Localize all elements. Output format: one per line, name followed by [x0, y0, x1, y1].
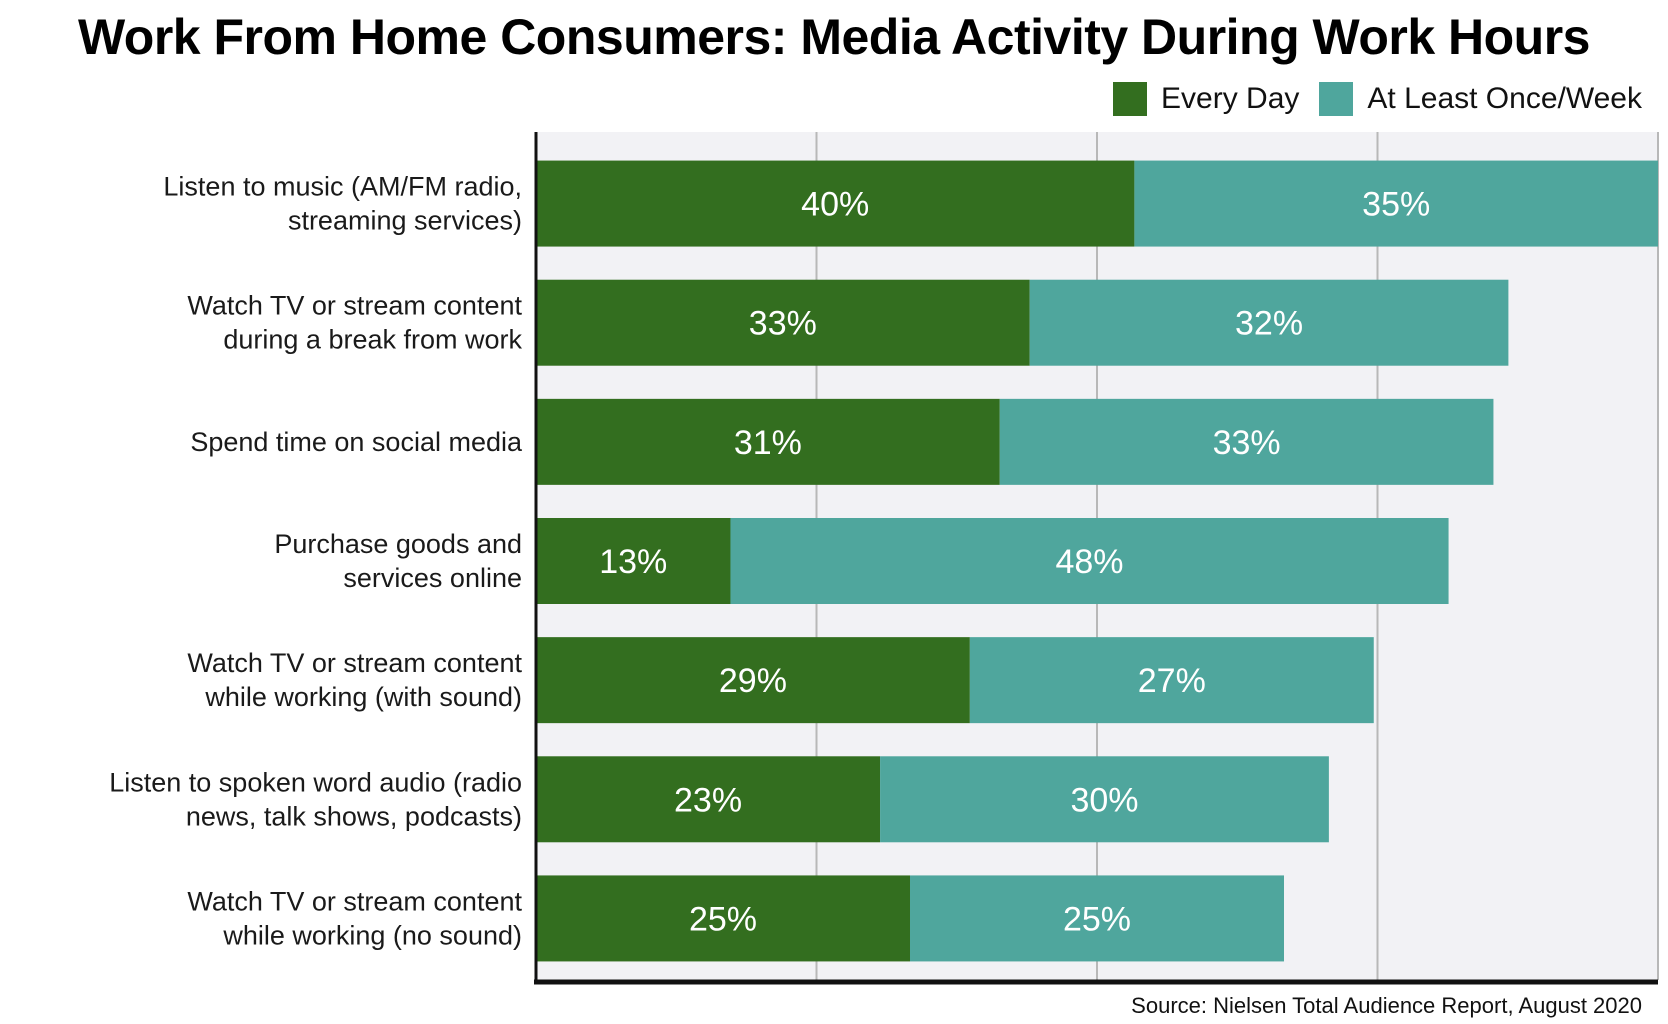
- bar-weekly: [1134, 160, 1658, 247]
- category-label: Spend time on social media: [190, 427, 523, 457]
- category-label: news, talk shows, podcasts): [186, 801, 522, 831]
- data-label: 25%: [689, 900, 757, 938]
- category-label: Listen to spoken word audio (radio: [109, 767, 522, 797]
- bar-weekly: [969, 637, 1374, 724]
- bar-every-day: [536, 398, 1000, 485]
- data-label: 13%: [599, 543, 667, 581]
- data-label: 35%: [1362, 186, 1430, 224]
- data-label: 33%: [1213, 424, 1281, 462]
- bar-every-day: [536, 756, 881, 843]
- legend-item-every-day: Every Day: [1113, 82, 1299, 116]
- data-label: 29%: [719, 662, 787, 700]
- bar-weekly: [730, 518, 1449, 604]
- bar-weekly: [1029, 279, 1509, 366]
- data-label: 40%: [801, 186, 869, 224]
- category-label: streaming services): [288, 206, 522, 236]
- legend: Every Day At Least Once/Week: [1093, 82, 1642, 116]
- category-label: Listen to music (AM/FM radio,: [163, 172, 522, 202]
- category-label: Watch TV or stream content: [187, 886, 522, 916]
- legend-swatch-weekly: [1319, 82, 1354, 116]
- category-label: Watch TV or stream content: [187, 291, 522, 321]
- data-label: 33%: [749, 305, 817, 343]
- data-label: 27%: [1138, 662, 1206, 700]
- data-label: 31%: [734, 424, 802, 462]
- category-label: during a break from work: [223, 325, 522, 355]
- category-label: Purchase goods and: [274, 529, 522, 559]
- category-label: while working (with sound): [204, 682, 522, 712]
- data-label: 25%: [1063, 900, 1131, 938]
- data-label: 32%: [1235, 305, 1303, 343]
- bar-weekly: [999, 398, 1494, 485]
- data-label: 48%: [1055, 543, 1123, 581]
- data-label: 30%: [1070, 781, 1138, 819]
- bar-every-day: [536, 518, 731, 604]
- chart-title: Work From Home Consumers: Media Activity…: [78, 9, 1590, 65]
- bar-every-day: [536, 160, 1135, 247]
- bar-weekly: [880, 756, 1329, 843]
- legend-item-weekly: At Least Once/Week: [1319, 82, 1642, 116]
- category-label: while working (no sound): [222, 920, 522, 950]
- legend-label-weekly: At Least Once/Week: [1367, 82, 1642, 115]
- bar-every-day: [536, 637, 970, 724]
- data-label: 23%: [674, 781, 742, 819]
- legend-label-every-day: Every Day: [1161, 82, 1300, 115]
- source-note: Source: Nielsen Total Audience Report, A…: [1131, 993, 1642, 1018]
- category-label: Watch TV or stream content: [187, 648, 522, 678]
- bar-every-day: [536, 279, 1030, 366]
- bar-weekly: [910, 875, 1284, 962]
- category-label: services online: [343, 563, 522, 593]
- bar-every-day: [536, 875, 910, 962]
- legend-swatch-every-day: [1113, 82, 1148, 116]
